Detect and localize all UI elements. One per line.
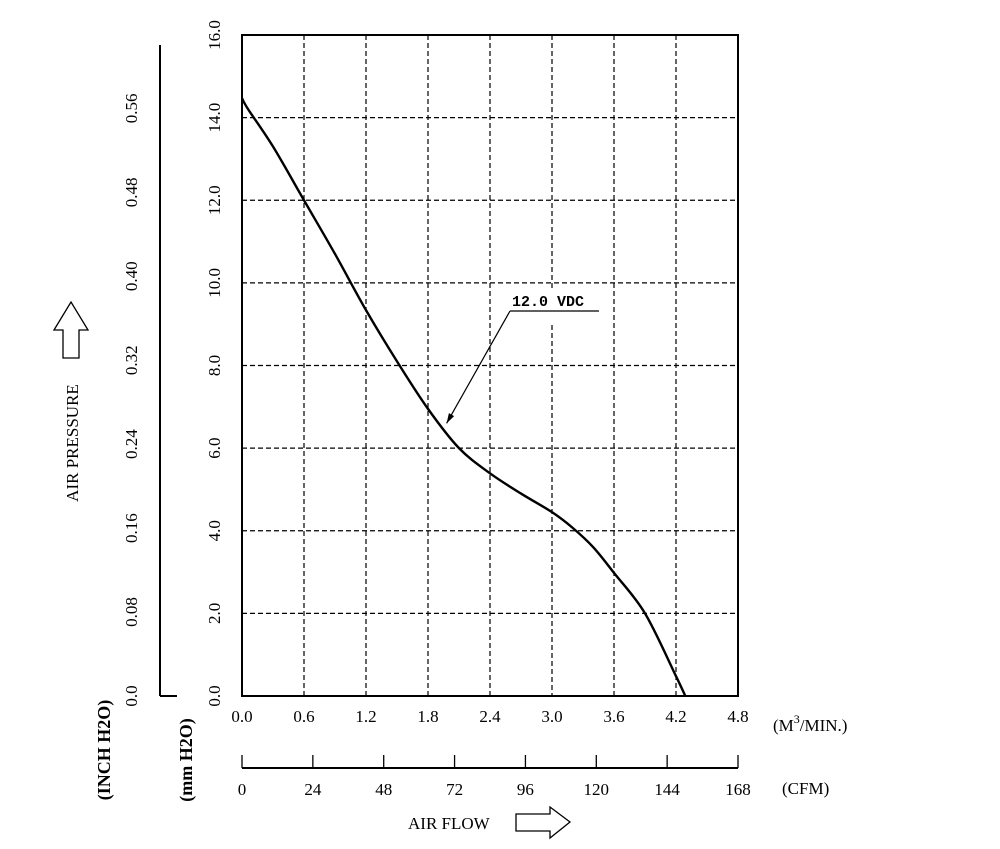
x-tick-label: 3.6 [603,707,624,726]
inch-tick-label: 0.40 [122,261,141,291]
y-tick-label: 2.0 [205,603,224,624]
x-tick-label: 1.8 [417,707,438,726]
cfm-tick-label: 72 [446,780,463,799]
y-tick-labels: 0.0 2.0 4.0 6.0 8.0 10.0 12.0 14.0 16.0 [205,20,224,707]
inch-tick-label: 0.56 [122,93,141,123]
y-tick-label: 4.0 [205,520,224,541]
inch-axis: 0.0 0.08 0.16 0.24 0.32 0.40 0.48 0.56 [122,45,177,707]
y-tick-label: 8.0 [205,355,224,376]
cfm-tick-label: 96 [517,780,534,799]
cfm-tick-label: 24 [304,780,322,799]
inch-unit-label: (INCH H2O) [94,700,115,801]
inch-tick-label: 0.32 [122,345,141,375]
y-tick-label: 0.0 [205,685,224,706]
x-tick-label: 1.2 [355,707,376,726]
annotation-arrowhead [446,413,455,424]
cfm-axis: 0 24 48 72 96 120 144 168 [238,755,751,799]
y-tick-label: 12.0 [205,185,224,215]
cfm-tick-label: 168 [725,780,751,799]
x-tick-label: 0.0 [231,707,252,726]
x-tick-label: 4.2 [665,707,686,726]
inch-tick-label: 0.24 [122,429,141,459]
annotation-12vdc: 12.0 VDC [446,294,599,424]
cfm-unit-label: (CFM) [782,779,829,798]
cfm-tick-label: 144 [654,780,680,799]
mm-unit-label: (mm H2O) [176,718,197,801]
inch-tick-label: 0.08 [122,597,141,627]
series-line-12vdc [240,97,687,697]
x-tick-label: 3.0 [541,707,562,726]
plot-frame [241,34,739,697]
annotation-leader [446,310,511,424]
x-tick-label: 4.8 [727,707,748,726]
x-axis-title: AIR FLOW [408,814,491,833]
inch-tick-label: 0.16 [122,513,141,543]
y-tick-label: 14.0 [205,103,224,133]
y-tick-label: 16.0 [205,20,224,50]
x-tick-label: 2.4 [479,707,501,726]
y-tick-label: 6.0 [205,438,224,459]
right-arrow-icon [515,805,572,840]
up-arrow-icon [52,300,90,359]
cfm-tick-label: 0 [238,780,247,799]
grid [242,35,738,696]
y-axis-title: AIR PRESSURE [63,384,82,502]
y-tick-label: 10.0 [205,268,224,298]
x-tick-labels: 0.0 0.6 1.2 1.8 2.4 3.0 3.6 4.2 4.8 [231,707,748,726]
m3-unit-label: (M3/MIN.) [773,712,847,735]
cfm-tick-label: 48 [375,780,392,799]
inch-tick-label: 0.48 [122,177,141,207]
x-tick-label: 0.6 [293,707,314,726]
annotation-label: 12.0 VDC [512,294,584,311]
cfm-tick-label: 120 [584,780,610,799]
inch-tick-label: 0.0 [122,685,141,706]
